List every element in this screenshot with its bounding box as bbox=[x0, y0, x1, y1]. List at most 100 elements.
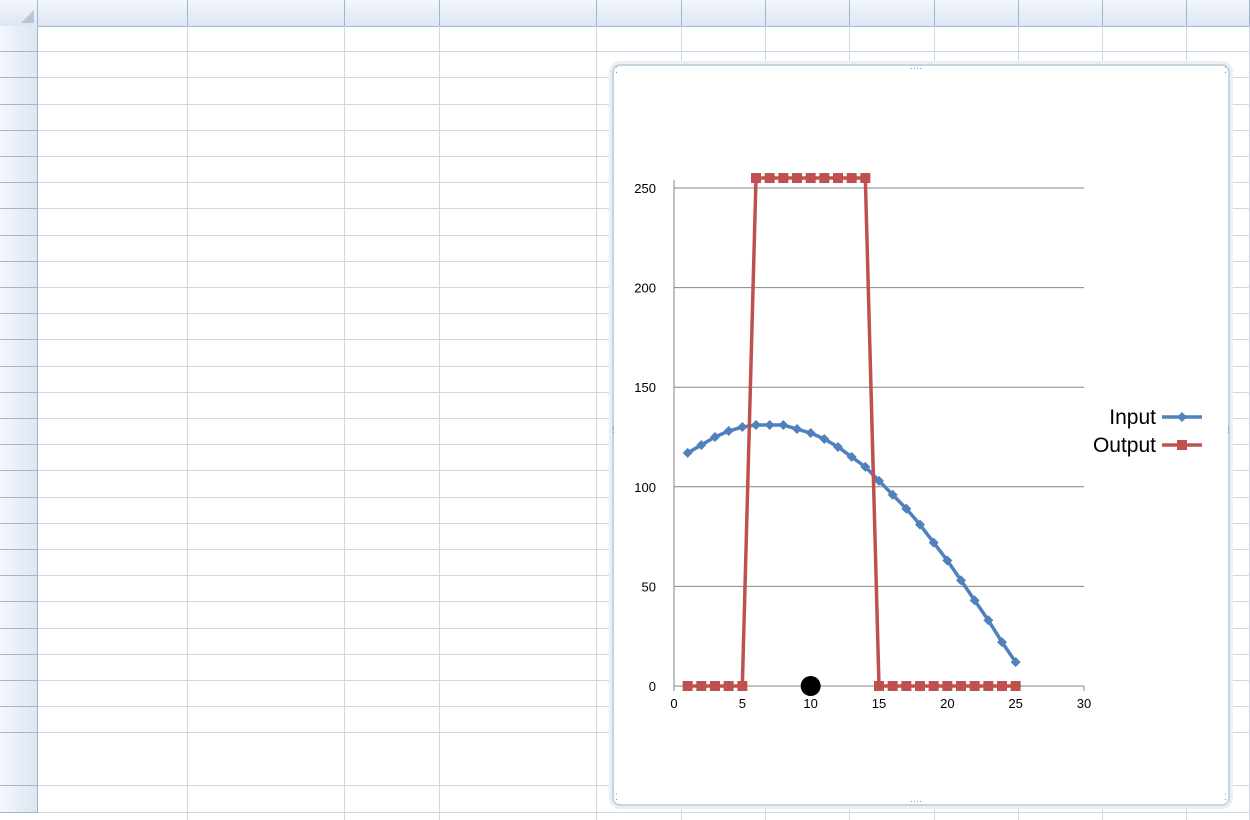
table-cell[interactable] bbox=[345, 262, 440, 288]
table-cell[interactable] bbox=[188, 419, 345, 445]
table-cell[interactable] bbox=[188, 340, 345, 366]
table-cell[interactable] bbox=[188, 498, 345, 524]
table-cell[interactable] bbox=[38, 340, 188, 366]
select-all-corner[interactable] bbox=[0, 0, 38, 26]
table-cell[interactable] bbox=[38, 209, 188, 235]
formula-cell-line2[interactable] bbox=[188, 759, 345, 785]
resize-handle-bottom-left[interactable]: ⁚ bbox=[615, 792, 618, 802]
table-cell[interactable] bbox=[38, 681, 188, 707]
table-cell[interactable] bbox=[38, 78, 188, 104]
table-cell[interactable] bbox=[188, 131, 345, 157]
resize-handle-left[interactable]: ⁞ bbox=[612, 425, 615, 435]
table-cell[interactable] bbox=[188, 629, 345, 655]
table-cell[interactable] bbox=[440, 340, 597, 366]
table-cell[interactable] bbox=[440, 314, 597, 340]
row-header-12[interactable] bbox=[0, 314, 38, 341]
table-cell[interactable] bbox=[345, 602, 440, 628]
table-cell[interactable] bbox=[345, 209, 440, 235]
table-cell[interactable] bbox=[440, 157, 597, 183]
row-header-5[interactable] bbox=[0, 130, 38, 157]
label-cell-line1[interactable] bbox=[38, 733, 188, 759]
row-header-8[interactable] bbox=[0, 209, 38, 236]
row-header-25[interactable] bbox=[0, 654, 38, 681]
table-cell[interactable] bbox=[440, 105, 597, 131]
table-cell[interactable] bbox=[188, 393, 345, 419]
table-cell[interactable] bbox=[440, 655, 597, 681]
table-cell[interactable] bbox=[188, 157, 345, 183]
table-cell[interactable] bbox=[188, 367, 345, 393]
resize-handle-bottom[interactable]: ···· bbox=[910, 796, 922, 806]
row-header-23[interactable] bbox=[0, 602, 38, 629]
table-cell[interactable] bbox=[440, 262, 597, 288]
table-cell[interactable] bbox=[188, 602, 345, 628]
row-header-15[interactable] bbox=[0, 392, 38, 419]
total-cell[interactable] bbox=[345, 707, 440, 733]
table-cell[interactable] bbox=[38, 550, 188, 576]
formula-cell-line1[interactable] bbox=[188, 733, 345, 759]
table-cell[interactable] bbox=[345, 52, 440, 78]
table-cell[interactable] bbox=[188, 445, 345, 471]
row-header-19[interactable] bbox=[0, 497, 38, 524]
table-cell[interactable] bbox=[188, 209, 345, 235]
table-cell[interactable] bbox=[440, 602, 597, 628]
table-cell[interactable] bbox=[38, 52, 188, 78]
table-cell[interactable] bbox=[38, 367, 188, 393]
table-cell[interactable] bbox=[440, 419, 597, 445]
table-cell[interactable] bbox=[188, 105, 345, 131]
table-cell[interactable] bbox=[345, 78, 440, 104]
column-header-k[interactable] bbox=[1103, 0, 1187, 26]
table-cell[interactable] bbox=[188, 236, 345, 262]
resize-handle-top-right[interactable]: ⁚ bbox=[1224, 65, 1227, 75]
row-header-14[interactable] bbox=[0, 366, 38, 393]
table-cell[interactable] bbox=[345, 419, 440, 445]
label-cell[interactable] bbox=[38, 786, 188, 812]
label-cell-line2[interactable] bbox=[38, 759, 188, 785]
table-cell[interactable] bbox=[345, 445, 440, 471]
total-cell[interactable] bbox=[188, 707, 345, 733]
table-cell[interactable] bbox=[38, 314, 188, 340]
table-cell[interactable] bbox=[345, 524, 440, 550]
formula-cell[interactable] bbox=[188, 786, 345, 812]
row-header-20[interactable] bbox=[0, 523, 38, 550]
row-header-29[interactable] bbox=[0, 786, 38, 813]
cell-header[interactable] bbox=[188, 26, 345, 52]
row-header-24[interactable] bbox=[0, 628, 38, 655]
table-cell[interactable] bbox=[188, 262, 345, 288]
table-cell[interactable] bbox=[345, 681, 440, 707]
row-header-9[interactable] bbox=[0, 235, 38, 262]
table-cell[interactable] bbox=[188, 52, 345, 78]
row-header-22[interactable] bbox=[0, 576, 38, 603]
resize-handle-top-left[interactable]: ⁚ bbox=[615, 65, 618, 75]
table-cell[interactable] bbox=[188, 78, 345, 104]
row-header-18[interactable] bbox=[0, 471, 38, 498]
cell-header[interactable] bbox=[38, 26, 188, 52]
table-cell[interactable] bbox=[345, 576, 440, 602]
column-header-f[interactable] bbox=[682, 0, 766, 26]
table-cell[interactable] bbox=[345, 288, 440, 314]
table-cell[interactable] bbox=[440, 367, 597, 393]
cell-header[interactable] bbox=[440, 26, 597, 52]
total-cell[interactable] bbox=[38, 707, 188, 733]
resize-handle-bottom-right[interactable]: ⁚ bbox=[1224, 792, 1227, 802]
table-cell[interactable] bbox=[188, 183, 345, 209]
table-cell[interactable] bbox=[440, 576, 597, 602]
table-cell[interactable] bbox=[38, 236, 188, 262]
table-cell[interactable] bbox=[38, 105, 188, 131]
table-cell[interactable] bbox=[345, 393, 440, 419]
table-cell[interactable] bbox=[38, 419, 188, 445]
table-cell[interactable] bbox=[38, 629, 188, 655]
table-cell[interactable] bbox=[188, 288, 345, 314]
table-cell[interactable] bbox=[440, 393, 597, 419]
table-cell[interactable] bbox=[440, 550, 597, 576]
column-header-i[interactable] bbox=[935, 0, 1019, 26]
row-header-1[interactable] bbox=[0, 26, 38, 53]
table-cell[interactable] bbox=[440, 209, 597, 235]
table-cell[interactable] bbox=[345, 314, 440, 340]
table-cell[interactable] bbox=[345, 105, 440, 131]
table-cell[interactable] bbox=[38, 576, 188, 602]
table-cell[interactable] bbox=[345, 629, 440, 655]
table-cell[interactable] bbox=[188, 524, 345, 550]
row-header-26[interactable] bbox=[0, 681, 38, 708]
column-header-l[interactable] bbox=[1187, 0, 1250, 26]
row-header-10[interactable] bbox=[0, 261, 38, 288]
